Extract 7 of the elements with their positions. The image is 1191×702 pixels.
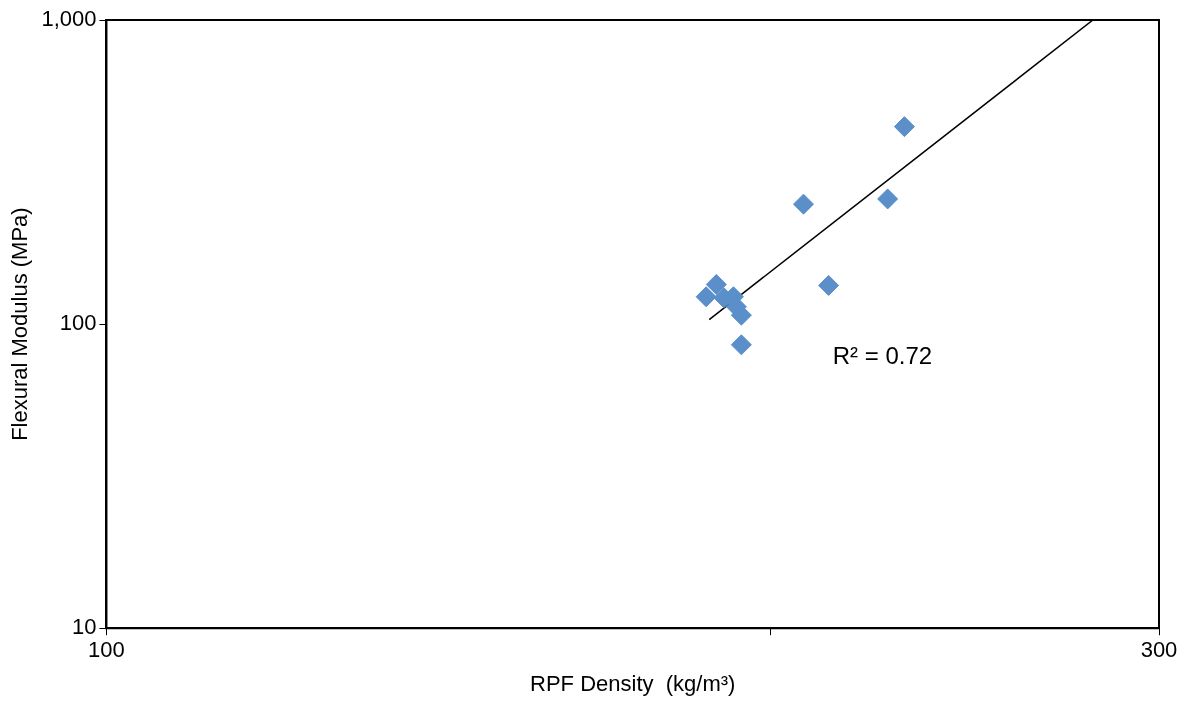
x-tick-label: 300 xyxy=(1140,637,1178,663)
y-tick-label: 100 xyxy=(59,310,97,336)
y-tick-label: 10 xyxy=(71,614,97,640)
y-axis-title: Flexural Modulus (MPa) xyxy=(7,207,33,441)
annotation: R² = 0.72 xyxy=(832,341,933,369)
y-tick-label: 1,000 xyxy=(41,6,97,32)
x-axis-title: RPF Density (kg/m³) xyxy=(530,670,736,696)
